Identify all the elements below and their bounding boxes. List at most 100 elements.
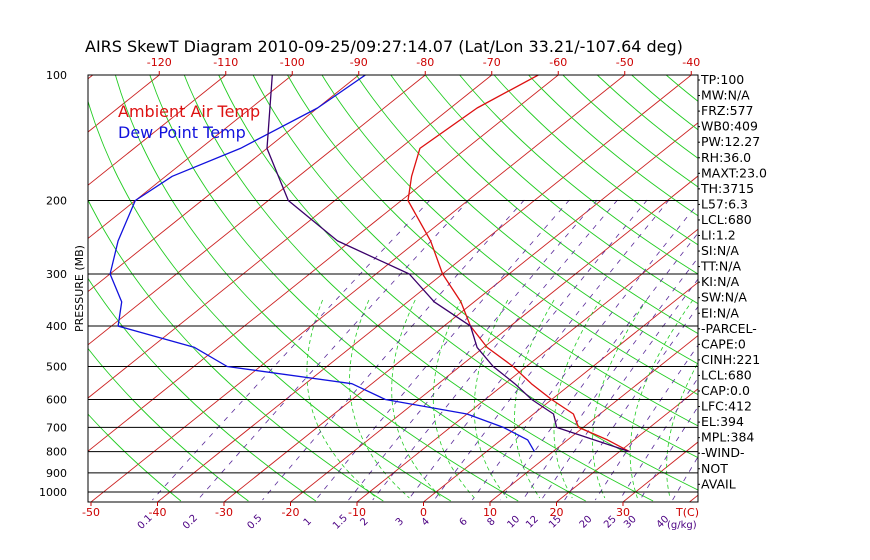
- isotherm-line: [88, 75, 227, 186]
- index-label: NOT: [701, 461, 728, 476]
- dry-adiabat-line: [88, 198, 384, 502]
- series-line-parcel: [266, 75, 630, 453]
- dry-adiabat-line: [218, 75, 698, 491]
- bottom-tick-label: 10: [483, 506, 497, 519]
- isotherm-line: [556, 388, 698, 502]
- legend-air-temp: Ambient Air Temp: [118, 102, 260, 121]
- isotherm-line: [90, 75, 626, 502]
- index-label: LCL:680: [701, 212, 752, 227]
- index-label: MW:N/A: [701, 88, 750, 103]
- index-label: LFC:412: [701, 399, 752, 414]
- top-tick-label: -60: [549, 56, 567, 69]
- mixing-ratio-line: [152, 199, 431, 501]
- index-label: CINH:221: [701, 352, 760, 367]
- bottom-tick-label: 20: [550, 506, 564, 519]
- temp-axis-top: -120 -110 -100 -90 -80 -70 -60 -50 -40: [147, 56, 700, 75]
- dry-adiabat-line: [356, 75, 698, 365]
- isotherm-line: [157, 75, 692, 502]
- top-tick-label: -50: [616, 56, 634, 69]
- mixing-ratio-tick-label: 0.2: [181, 513, 200, 532]
- mixing-ratio-tick-label: 0.5: [245, 513, 264, 532]
- legend-dew-point: Dew Point Temp: [118, 123, 246, 142]
- top-tick-label: -100: [280, 56, 305, 69]
- mixing-ratio-line: [372, 199, 618, 501]
- index-label: CAP:0.0: [701, 383, 750, 398]
- mixing-ratio-line: [499, 232, 698, 501]
- dry-adiabat-line: [596, 75, 698, 159]
- dry-adiabat-line: [459, 75, 698, 275]
- dry-adiabat-line: [769, 75, 870, 501]
- index-label: TH:3715: [700, 181, 754, 196]
- mixing-ratio-line: [315, 199, 570, 501]
- pressure-tick-label: 900: [46, 467, 67, 480]
- dry-adiabat-line: [88, 99, 452, 502]
- isotherm-line: [88, 75, 493, 399]
- bottom-tick-label: -10: [348, 506, 366, 519]
- temp-axis-bottom: -50 -40 -30 -20 -10 0 10 20 30: [82, 502, 630, 519]
- series-line-dew-point-temp: [109, 75, 535, 452]
- dry-adiabat-line: [424, 75, 698, 305]
- dry-adiabat-line: [252, 75, 698, 459]
- bottom-tick-label: -30: [215, 506, 233, 519]
- dry-adiabat-line: [838, 75, 870, 501]
- pressure-tick-label: 300: [46, 268, 67, 281]
- mixing-ratio-line: [594, 344, 698, 501]
- mixing-ratio-unit: (g/kg): [667, 520, 697, 531]
- dry-adiabat-line: [528, 75, 698, 217]
- mixing-ratio-line: [639, 406, 698, 501]
- isotherm-line: [489, 335, 698, 502]
- index-label: TT:N/A: [700, 259, 741, 274]
- moist-adiabat-line: [592, 299, 648, 499]
- index-label: SW:N/A: [701, 290, 747, 305]
- isotherm-line: [88, 75, 426, 346]
- dry-adiabat-line: [287, 75, 698, 427]
- pressure-axis: 100 200 300 400 500 600 700 800 900 1000: [39, 69, 67, 499]
- dry-adiabat-line: [149, 75, 586, 502]
- mixing-ratio-line: [197, 199, 470, 501]
- index-label: MPL:384: [701, 430, 754, 445]
- index-label: WB0:409: [701, 119, 758, 134]
- index-label: AVAIL: [701, 476, 736, 491]
- moist-adiabat-line: [391, 299, 443, 499]
- pressure-tick-label: 700: [46, 421, 67, 434]
- pressure-tick-label: 800: [46, 446, 67, 459]
- index-label: EI:N/A: [701, 305, 739, 320]
- mixing-ratio-tick-label: 1: [302, 516, 314, 528]
- index-label: RH:36.0: [701, 150, 751, 165]
- stability-indices: TP:100MW:N/AFRZ:577WB0:409PW:12.27RH:36.…: [698, 72, 767, 491]
- isotherm-grid: [88, 75, 870, 502]
- isotherm-line: [756, 75, 870, 502]
- index-label: -WIND-: [701, 445, 745, 460]
- top-tick-label: -120: [147, 56, 172, 69]
- pressure-tick-label: 600: [46, 393, 67, 406]
- dry-adiabat-line: [804, 75, 870, 501]
- dry-adiabat-line: [493, 75, 698, 246]
- plot-frame: [87, 74, 699, 503]
- dry-adiabat-line: [665, 75, 698, 102]
- index-label: FRZ:577: [701, 103, 754, 118]
- top-tick-label: -80: [416, 56, 434, 69]
- mixing-ratio-line: [522, 257, 698, 501]
- isotherm-line: [88, 75, 360, 293]
- index-label: MAXT:23.0: [701, 165, 767, 180]
- index-label: EL:394: [701, 414, 744, 429]
- isotherm-line: [823, 75, 870, 502]
- mixing-ratio-line: [433, 199, 670, 501]
- pressure-tick-label: 100: [46, 69, 67, 82]
- isotherm-line: [223, 122, 698, 502]
- sounding-series: [109, 75, 630, 453]
- top-tick-label: -90: [350, 56, 368, 69]
- bottom-tick-label: 30: [616, 506, 630, 519]
- chart-title: AIRS SkewT Diagram 2010-09-25/09:27:14.0…: [85, 37, 683, 56]
- mixing-ratio-tick-label: 10: [505, 514, 522, 531]
- index-label: PW:12.27: [701, 134, 760, 149]
- mixing-ratio-line: [262, 199, 525, 501]
- dry-adiabat-line: [88, 413, 182, 502]
- bottom-tick-label: 0: [420, 506, 427, 519]
- mixing-ratio-tick-label: 20: [578, 514, 595, 531]
- index-label: KI:N/A: [701, 274, 740, 289]
- isotherm-line: [88, 75, 559, 452]
- mixing-ratio-line: [407, 199, 648, 501]
- temp-axis-unit: T(C): [675, 506, 699, 519]
